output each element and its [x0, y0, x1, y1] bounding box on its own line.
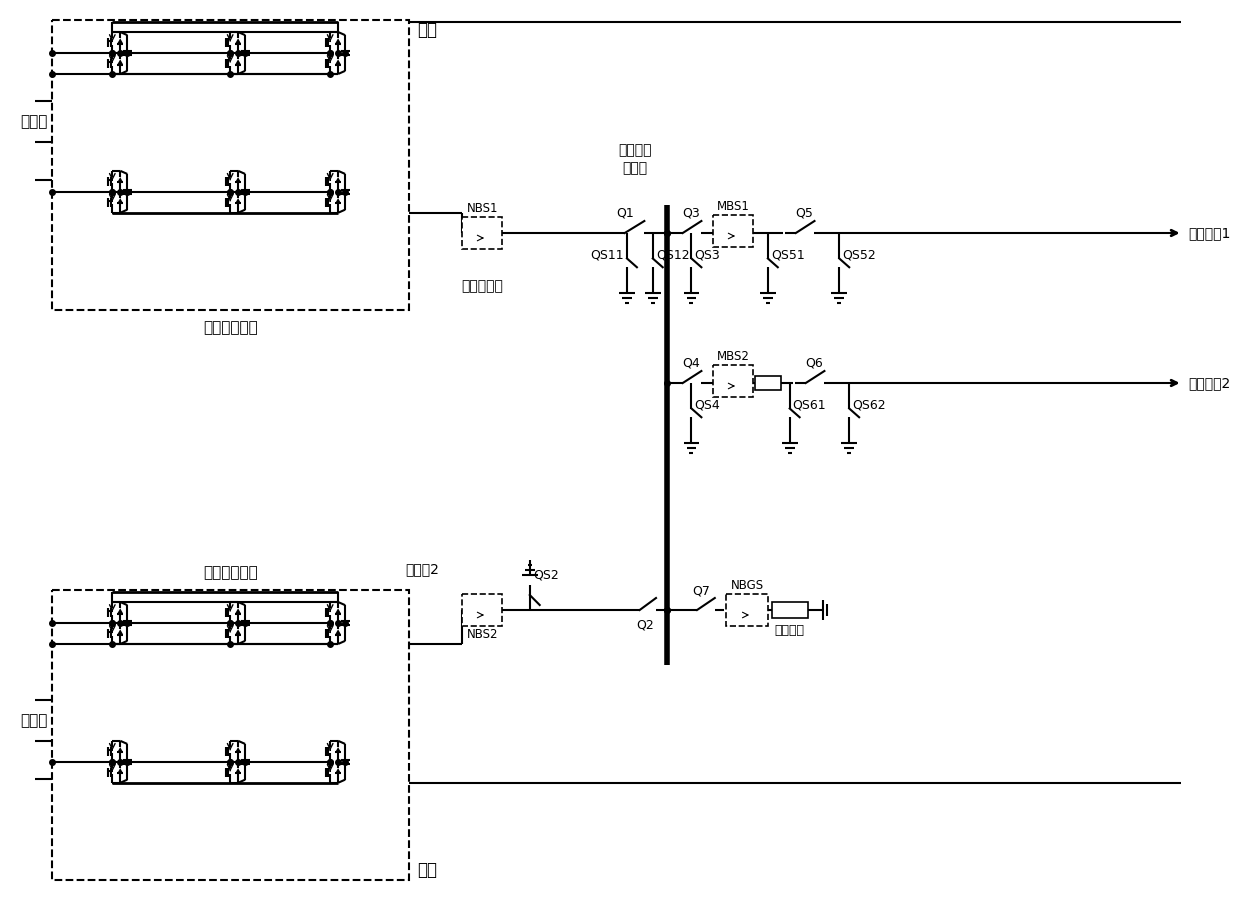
Polygon shape	[236, 59, 241, 65]
Text: Q2: Q2	[636, 618, 653, 631]
Bar	[771, 602, 807, 618]
Polygon shape	[118, 38, 123, 44]
Text: 负极换流单元: 负极换流单元	[203, 565, 258, 580]
Polygon shape	[118, 178, 123, 182]
Polygon shape	[236, 178, 241, 182]
Polygon shape	[335, 748, 341, 752]
Text: MBS1: MBS1	[717, 200, 750, 213]
Polygon shape	[335, 768, 341, 773]
Text: QS12: QS12	[656, 248, 689, 261]
Polygon shape	[118, 748, 123, 752]
Polygon shape	[118, 768, 123, 773]
Text: Q1: Q1	[616, 206, 634, 219]
Text: QS61: QS61	[792, 398, 826, 411]
Text: NBS2: NBS2	[466, 628, 498, 641]
Text: 交流侧: 交流侧	[20, 713, 47, 728]
Text: QS2: QS2	[533, 569, 559, 582]
Polygon shape	[335, 59, 341, 65]
Text: QS4: QS4	[694, 398, 720, 411]
Polygon shape	[118, 630, 123, 634]
Text: 金属回线2: 金属回线2	[1188, 376, 1231, 390]
Polygon shape	[236, 748, 241, 752]
Bar	[463, 594, 502, 626]
Text: 接地电阻: 接地电阻	[775, 624, 805, 637]
Text: QS51: QS51	[771, 248, 805, 261]
Bar	[727, 594, 768, 626]
Polygon shape	[118, 199, 123, 203]
Text: Q5: Q5	[796, 206, 813, 219]
Bar	[463, 217, 502, 249]
Polygon shape	[236, 768, 241, 773]
Text: Q6: Q6	[806, 356, 823, 369]
Polygon shape	[335, 630, 341, 634]
Polygon shape	[335, 38, 341, 44]
Bar	[52, 590, 409, 880]
Bar	[713, 215, 753, 247]
Text: 正极: 正极	[417, 21, 436, 39]
Text: MBS2: MBS2	[717, 350, 750, 363]
Text: 正极换流单元: 正极换流单元	[203, 320, 258, 335]
Polygon shape	[118, 59, 123, 65]
Text: Q7: Q7	[692, 585, 711, 598]
Bar	[713, 365, 753, 397]
Text: NBS1: NBS1	[466, 202, 498, 215]
Text: QS52: QS52	[842, 248, 875, 261]
Text: NBGS: NBGS	[730, 579, 764, 592]
Polygon shape	[236, 38, 241, 44]
Text: 交流侧: 交流侧	[20, 114, 47, 129]
Bar	[52, 20, 409, 310]
Polygon shape	[118, 608, 123, 614]
Text: 正极中性线: 正极中性线	[461, 279, 503, 293]
Polygon shape	[335, 199, 341, 203]
Polygon shape	[335, 608, 341, 614]
Text: 负极: 负极	[417, 861, 436, 879]
Polygon shape	[236, 199, 241, 203]
Polygon shape	[335, 178, 341, 182]
Text: QS62: QS62	[852, 398, 885, 411]
Text: QS11: QS11	[590, 248, 624, 261]
Text: 金属回线1: 金属回线1	[1188, 226, 1231, 240]
Text: 中性线2: 中性线2	[405, 562, 439, 576]
Text: 中性线汇
流母线: 中性线汇 流母线	[619, 144, 652, 175]
Polygon shape	[236, 630, 241, 634]
Bar	[755, 376, 781, 390]
Text: Q4: Q4	[682, 356, 701, 369]
Text: Q3: Q3	[682, 206, 701, 219]
Polygon shape	[236, 608, 241, 614]
Text: QS3: QS3	[694, 248, 720, 261]
